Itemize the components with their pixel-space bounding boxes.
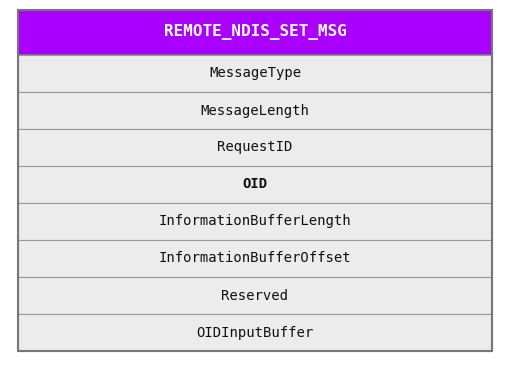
Bar [18,166,491,203]
Bar [18,92,491,129]
Bar [18,203,491,240]
Text: MessageType: MessageType [209,67,300,80]
Bar [18,277,491,314]
Bar [18,314,491,351]
Bar [18,240,491,277]
Text: OID: OID [242,178,267,192]
Text: OIDInputBuffer: OIDInputBuffer [196,325,313,339]
Text: RequestID: RequestID [217,140,292,154]
Text: MessageLength: MessageLength [200,103,309,118]
Text: InformationBufferOffset: InformationBufferOffset [158,252,351,265]
Bar [18,55,491,92]
Text: REMOTE_NDIS_SET_MSG: REMOTE_NDIS_SET_MSG [163,24,346,41]
Bar [18,10,491,55]
Bar [18,129,491,166]
Text: Reserved: Reserved [221,288,288,303]
Text: InformationBufferLength: InformationBufferLength [158,214,351,228]
Bar [18,10,491,351]
